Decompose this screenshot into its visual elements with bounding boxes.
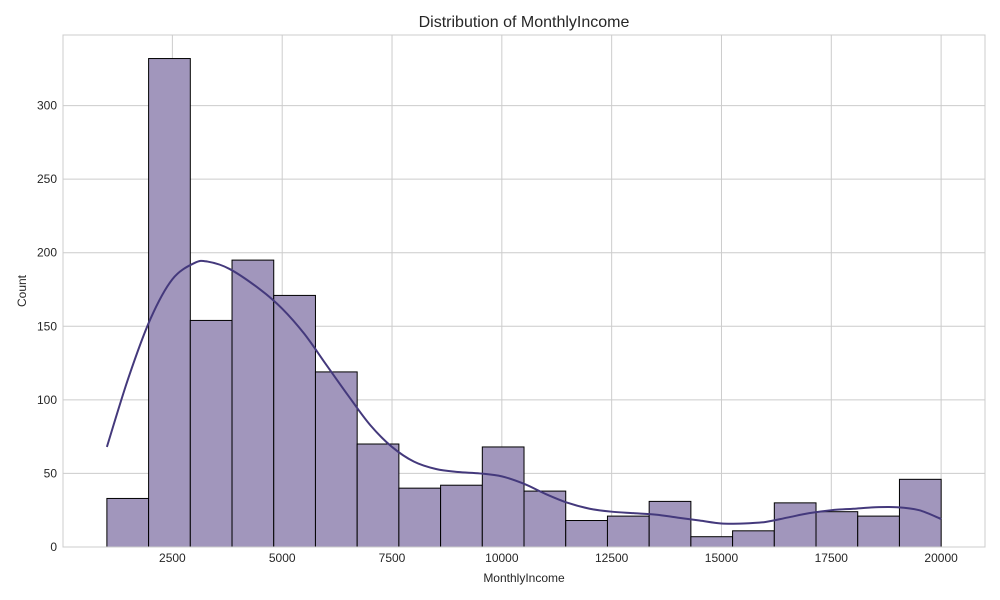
y-tick-label: 300 xyxy=(37,99,57,113)
x-tick-label: 17500 xyxy=(815,551,849,565)
x-tick-label: 12500 xyxy=(595,551,629,565)
histogram-bar xyxy=(857,515,900,548)
histogram-bar xyxy=(565,520,608,548)
y-tick-labels: 0 50 100 150 200 250 300 xyxy=(37,99,57,554)
histogram-bar xyxy=(898,478,942,548)
histogram-bar xyxy=(148,58,191,548)
histogram-bar xyxy=(648,500,692,548)
y-tick-label: 0 xyxy=(50,540,57,554)
histogram-bar xyxy=(773,502,817,548)
x-tick-label: 10000 xyxy=(485,551,519,565)
histogram-bar xyxy=(732,530,775,548)
x-tick-label: 7500 xyxy=(379,551,406,565)
histogram-bar xyxy=(106,497,150,548)
histogram-bar xyxy=(690,536,734,548)
plot-frame xyxy=(62,34,986,548)
histogram-bar xyxy=(815,511,859,548)
y-tick-label: 200 xyxy=(37,246,57,260)
y-tick-label: 100 xyxy=(37,393,57,407)
x-tick-label: 20000 xyxy=(924,551,958,565)
y-tick-label: 150 xyxy=(37,319,57,333)
x-tick-label: 2500 xyxy=(159,551,186,565)
kde-curve xyxy=(105,259,942,525)
bars xyxy=(106,58,942,548)
histogram-bar xyxy=(356,443,400,548)
histogram-bar xyxy=(606,515,650,548)
histogram-bar xyxy=(189,319,233,548)
x-tick-labels: 2500 5000 7500 10000 12500 15000 17500 20000 xyxy=(159,551,958,565)
chart-title: Distribution of MonthlyIncome xyxy=(419,14,630,31)
histogram-bar xyxy=(398,487,442,548)
histogram-bar xyxy=(440,484,483,548)
x-tick-label: 5000 xyxy=(269,551,296,565)
histogram-bar xyxy=(273,294,316,548)
y-axis-label: Count xyxy=(15,274,29,307)
histogram-bar xyxy=(231,259,275,548)
y-tick-label: 250 xyxy=(37,172,57,186)
x-tick-label: 15000 xyxy=(705,551,739,565)
y-tick-label: 50 xyxy=(44,466,58,480)
histogram-bar xyxy=(481,446,525,548)
x-axis-label: MonthlyIncome xyxy=(483,571,565,585)
